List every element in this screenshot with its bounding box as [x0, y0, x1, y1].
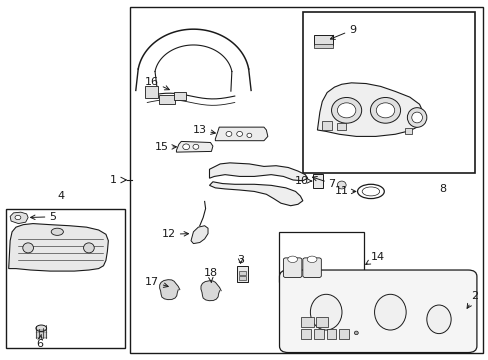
Ellipse shape	[407, 108, 426, 127]
Bar	[6, 208, 125, 348]
Text: 4: 4	[57, 191, 64, 201]
Bar	[302, 12, 474, 173]
Ellipse shape	[310, 294, 341, 330]
Text: 5: 5	[31, 212, 56, 222]
Polygon shape	[201, 281, 221, 301]
Ellipse shape	[426, 305, 450, 334]
Bar	[236, 266, 248, 282]
Text: 6: 6	[36, 334, 43, 348]
Polygon shape	[209, 163, 307, 181]
Ellipse shape	[36, 325, 46, 332]
Bar	[278, 232, 363, 282]
Ellipse shape	[287, 256, 297, 262]
Ellipse shape	[306, 256, 316, 262]
Text: 1: 1	[109, 175, 117, 185]
Bar	[301, 317, 313, 327]
Bar	[339, 329, 348, 339]
Bar	[144, 86, 158, 98]
Polygon shape	[191, 226, 207, 244]
Bar	[238, 271, 246, 275]
Ellipse shape	[354, 331, 358, 335]
Ellipse shape	[362, 187, 379, 196]
Text: 14: 14	[365, 252, 385, 265]
Polygon shape	[209, 182, 302, 206]
Text: 12: 12	[162, 229, 188, 239]
Bar	[313, 44, 332, 48]
Bar	[313, 35, 332, 45]
Text: 9: 9	[330, 25, 355, 39]
Ellipse shape	[411, 112, 422, 123]
Bar	[326, 329, 336, 339]
Bar	[301, 329, 310, 339]
Ellipse shape	[51, 228, 63, 235]
Bar	[174, 92, 186, 100]
Text: 15: 15	[155, 142, 176, 152]
Ellipse shape	[337, 181, 346, 189]
Polygon shape	[9, 224, 108, 271]
Ellipse shape	[225, 131, 231, 136]
Text: 3: 3	[237, 255, 244, 265]
Text: 17: 17	[145, 277, 168, 287]
FancyBboxPatch shape	[302, 258, 321, 278]
Bar	[404, 128, 411, 134]
Ellipse shape	[193, 144, 199, 149]
Ellipse shape	[357, 184, 384, 199]
Ellipse shape	[337, 103, 355, 118]
Bar	[312, 174, 323, 188]
Polygon shape	[215, 127, 267, 141]
FancyBboxPatch shape	[283, 258, 301, 278]
Bar	[130, 7, 482, 353]
Text: 7: 7	[312, 176, 335, 189]
Ellipse shape	[246, 133, 251, 138]
Bar	[336, 123, 345, 130]
Text: 2: 2	[466, 291, 478, 308]
Polygon shape	[159, 280, 180, 300]
Bar	[238, 276, 246, 280]
Ellipse shape	[15, 215, 21, 220]
Bar	[159, 95, 175, 104]
Bar	[313, 329, 323, 339]
Text: 16: 16	[145, 77, 169, 90]
Text: 8: 8	[438, 184, 446, 194]
Ellipse shape	[183, 144, 189, 150]
Text: 10: 10	[294, 176, 311, 186]
Ellipse shape	[374, 294, 406, 330]
Ellipse shape	[83, 243, 94, 253]
Ellipse shape	[331, 98, 361, 123]
Polygon shape	[10, 212, 28, 224]
Bar	[322, 121, 331, 130]
Text: 13: 13	[192, 125, 215, 135]
Ellipse shape	[375, 103, 394, 118]
FancyBboxPatch shape	[279, 270, 476, 352]
Polygon shape	[176, 141, 212, 152]
Polygon shape	[317, 83, 423, 136]
Ellipse shape	[370, 98, 400, 123]
Ellipse shape	[236, 131, 242, 136]
Ellipse shape	[23, 243, 33, 253]
Text: 18: 18	[203, 268, 217, 282]
Bar	[315, 317, 327, 327]
Text: 11: 11	[334, 186, 355, 197]
